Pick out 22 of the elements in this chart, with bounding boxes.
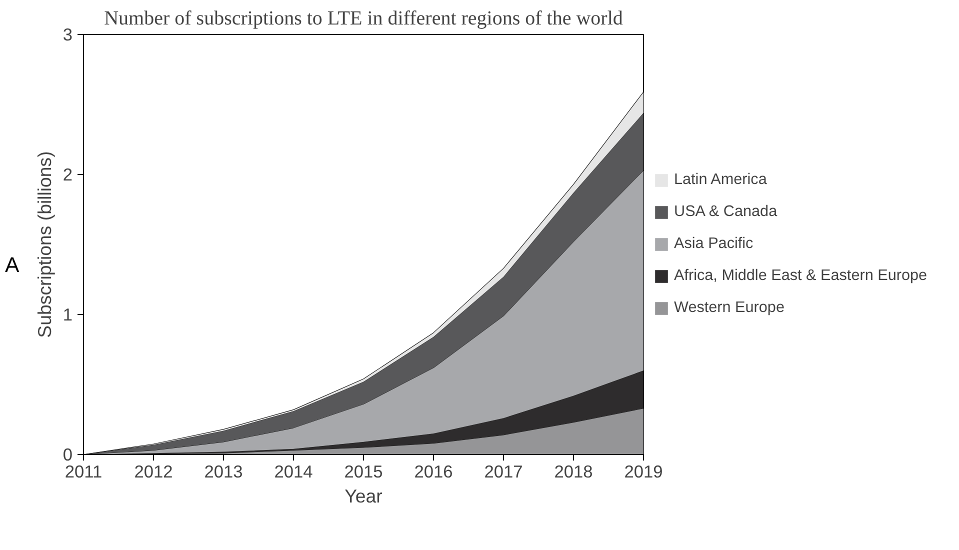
y-tick-label: 2 xyxy=(62,164,73,184)
x-tick-label: 2016 xyxy=(414,462,453,482)
x-tick-label: 2015 xyxy=(344,462,383,482)
y-tick-label: 3 xyxy=(62,24,73,44)
x-tick-label: 2017 xyxy=(484,462,523,482)
legend-label: USA & Canada xyxy=(674,203,778,221)
legend-label: Western Europe xyxy=(674,299,784,317)
x-tick-label: 2011 xyxy=(64,462,102,482)
legend-label: Latin America xyxy=(674,171,767,189)
x-tick-label: 2019 xyxy=(624,462,663,482)
x-tick-label: 2018 xyxy=(554,462,593,482)
x-tick-label: 2012 xyxy=(134,462,173,482)
chart-title: Number of subscriptions to LTE in different regions of the world xyxy=(104,8,623,30)
y-tick-label: 0 xyxy=(62,444,73,464)
x-tick-label: 2013 xyxy=(204,462,243,482)
x-tick-label: 2014 xyxy=(274,462,314,482)
x-axis-title: Year xyxy=(344,486,382,506)
y-tick-label: 1 xyxy=(62,304,73,324)
y-axis-title: Subscriptions (billions) xyxy=(34,151,55,338)
legend-label: Africa, Middle East & Eastern Europe xyxy=(674,267,928,285)
legend-label: Asia Pacific xyxy=(674,235,754,253)
text: A xyxy=(5,252,20,279)
